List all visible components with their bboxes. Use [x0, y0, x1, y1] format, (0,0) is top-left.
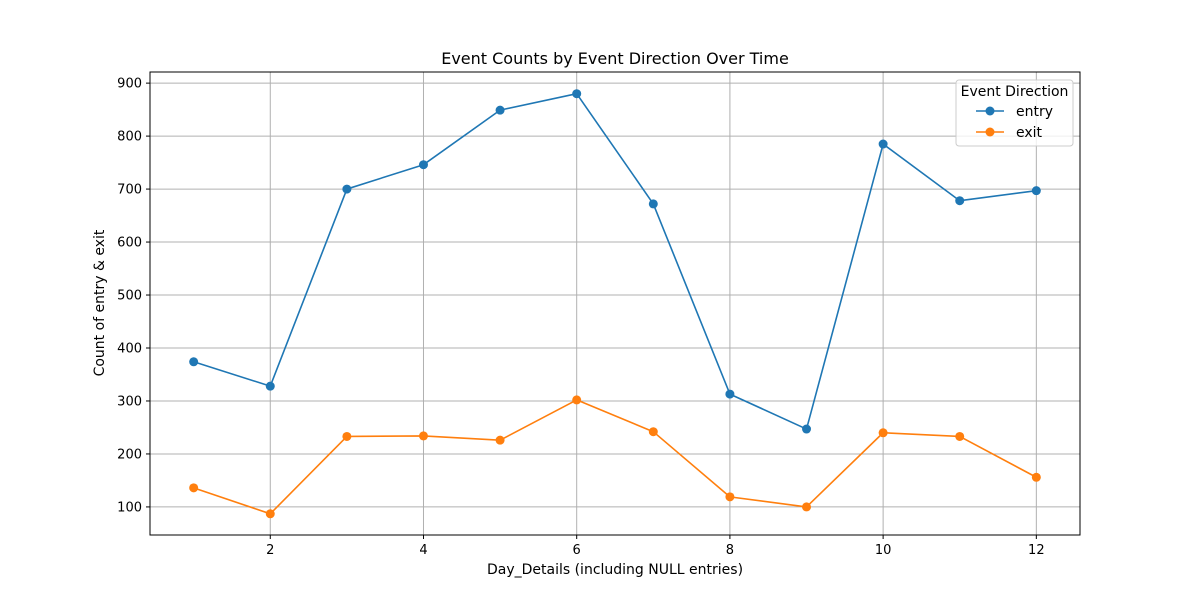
legend-label-entry: entry: [1016, 104, 1053, 120]
data-point-entry: [802, 424, 812, 434]
data-point-entry: [648, 199, 658, 209]
y-tick-label: 600: [117, 236, 142, 251]
legend-swatch-marker-exit: [985, 127, 995, 137]
legend: Event Direction entry exit: [955, 79, 1074, 147]
data-point-exit: [955, 431, 965, 441]
data-point-exit: [265, 509, 275, 519]
legend-title: Event Direction: [961, 84, 1069, 100]
data-point-entry: [495, 105, 505, 115]
data-point-entry: [955, 196, 965, 206]
legend-label-exit: exit: [1016, 125, 1043, 141]
x-axis-label: Day_Details (including NULL entries): [487, 562, 743, 578]
data-point-exit: [725, 492, 735, 502]
y-tick-label: 500: [117, 289, 142, 304]
legend-items: entry exit: [976, 104, 1053, 141]
data-point-exit: [878, 428, 888, 438]
y-tick-label: 800: [117, 130, 142, 145]
y-tick-label: 700: [117, 183, 142, 198]
series-line-exit: [193, 399, 1037, 515]
data-point-exit: [572, 395, 582, 405]
data-point-entry: [1031, 186, 1041, 196]
data-point-exit: [802, 502, 812, 512]
data-point-entry: [418, 160, 428, 170]
x-tick-label: 12: [1028, 543, 1045, 558]
x-tick-label: 10: [875, 543, 892, 558]
data-point-entry: [725, 389, 735, 399]
y-tick-label: 100: [117, 500, 142, 515]
legend-swatch-marker-entry: [985, 106, 995, 116]
series-entry: [189, 89, 1041, 434]
data-point-exit: [495, 435, 505, 445]
data-point-entry: [878, 139, 888, 149]
data-point-exit: [1031, 472, 1041, 482]
y-tick-label: 400: [117, 341, 142, 356]
data-point-entry: [572, 89, 582, 99]
grid: [150, 72, 1080, 535]
data-point-exit: [418, 431, 428, 441]
y-tick-label: 300: [117, 394, 142, 409]
data-point-entry: [265, 381, 275, 391]
y-tick-label: 200: [117, 447, 142, 462]
series-group: [189, 89, 1041, 519]
series-line-entry: [193, 92, 1037, 430]
plot-frame: [149, 71, 1081, 536]
data-point-entry: [189, 357, 199, 367]
x-tick-label: 6: [573, 543, 581, 558]
legend-box: [955, 79, 1074, 147]
axis-ticks: 2 4 6 8 10 12 100 200 300 400 500 600 700 800 900: [117, 77, 1044, 558]
chart-title: Event Counts by Event Direction Over Tim…: [441, 49, 789, 68]
x-tick-label: 2: [266, 543, 274, 558]
data-point-exit: [189, 483, 199, 493]
x-tick-label: 4: [419, 543, 427, 558]
series-exit: [189, 395, 1041, 519]
y-axis-label: Count of entry & exit: [92, 229, 108, 376]
data-point-entry: [342, 184, 352, 194]
data-point-exit: [648, 427, 658, 437]
y-tick-label: 900: [117, 77, 142, 92]
data-point-exit: [342, 431, 352, 441]
x-tick-label: 8: [726, 543, 734, 558]
